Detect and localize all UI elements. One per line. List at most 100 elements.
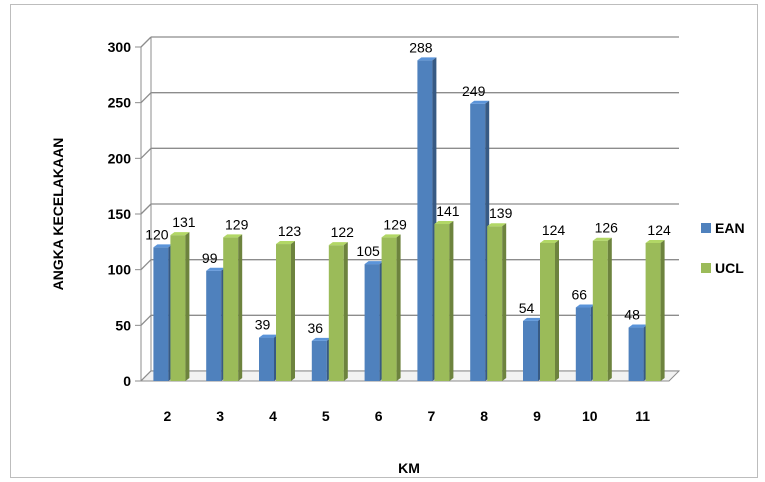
bar-top — [153, 244, 173, 248]
y-tick-label: 50 — [115, 317, 131, 333]
data-label-ean: 66 — [572, 287, 588, 303]
x-axis-title: KM — [398, 460, 420, 476]
data-label-ean: 105 — [356, 243, 380, 259]
bar-ean-8 — [470, 100, 490, 381]
data-label-ean: 48 — [624, 307, 640, 323]
bar-front — [540, 242, 555, 381]
data-label-ucl: 141 — [436, 203, 460, 219]
y-tick-label: 150 — [108, 206, 132, 222]
bar-ucl-2 — [170, 232, 190, 381]
y-tick-label: 0 — [123, 373, 131, 389]
legend-item-ucl: UCL — [701, 260, 744, 276]
bar-top — [470, 100, 490, 104]
legend-swatch — [701, 263, 711, 273]
data-label-ucl: 129 — [383, 216, 407, 232]
bar-ucl-6 — [381, 234, 401, 381]
bar-top — [328, 242, 348, 246]
bar-top — [417, 57, 437, 61]
bar-top — [223, 234, 243, 238]
bar-front — [523, 320, 538, 381]
x-tick-label: 2 — [164, 408, 172, 424]
data-label-ucl: 124 — [647, 222, 671, 238]
bar-side — [660, 239, 665, 381]
gridline-side — [140, 203, 152, 215]
bar-top — [170, 232, 190, 236]
bar-front — [470, 103, 486, 381]
gridline-side — [140, 147, 152, 159]
bar-front — [328, 245, 344, 381]
x-tick-label: 4 — [269, 408, 277, 424]
bar-top — [575, 304, 595, 308]
legend-item-ean: EAN — [701, 220, 745, 236]
bar-ucl-8 — [487, 223, 507, 381]
bar-top — [523, 317, 542, 321]
data-label-ucl: 124 — [542, 222, 566, 238]
bar-ucl-11 — [645, 239, 665, 381]
y-axis-title: ANGKA KECELAKAAN — [50, 138, 66, 291]
bar-front — [259, 337, 274, 381]
bar-front — [223, 237, 239, 381]
data-label-ucl: 123 — [278, 223, 302, 239]
bar-top — [540, 239, 559, 243]
bar-side — [502, 223, 507, 381]
bars — [153, 57, 665, 382]
bar-front — [434, 224, 450, 381]
bar-ucl-5 — [328, 242, 348, 381]
bar-side — [555, 239, 559, 381]
bar-front — [628, 327, 644, 381]
x-tick-label: 5 — [322, 408, 330, 424]
x-tick-labels: 2 3 4 5 6 7 8 9 10 11 — [164, 408, 651, 424]
data-label-ean: 120 — [145, 226, 169, 242]
y-tick-label: 200 — [108, 150, 132, 166]
bar-front — [487, 226, 503, 381]
bar-front — [575, 307, 591, 381]
x-tick-label: 10 — [582, 408, 598, 424]
gridline-side — [140, 259, 152, 271]
bar-ean-6 — [364, 261, 384, 381]
bar-side — [238, 234, 243, 381]
bar-side — [291, 241, 295, 381]
x-tick-label: 6 — [375, 408, 383, 424]
data-label-ean: 39 — [255, 317, 271, 333]
bar-front — [311, 340, 327, 381]
bar-top — [259, 334, 278, 338]
legend-swatch — [701, 223, 711, 233]
bar-side — [396, 234, 401, 381]
bar-front — [364, 264, 380, 381]
bar-ucl-10 — [592, 237, 612, 381]
bar-side — [343, 242, 348, 381]
bar-front — [381, 237, 397, 381]
bar-ucl-7 — [434, 221, 454, 381]
bar-front — [592, 240, 608, 381]
data-label-ucl: 131 — [172, 214, 196, 230]
gridline-side — [140, 314, 152, 326]
bar-side — [607, 237, 612, 381]
bar-ean-4 — [259, 334, 278, 381]
bar-top — [364, 261, 384, 265]
data-label-ucl: 126 — [595, 220, 619, 236]
bar-ean-10 — [575, 304, 595, 381]
bar-side — [185, 232, 190, 381]
bar-ean-5 — [311, 337, 331, 381]
gridline-side — [140, 36, 152, 48]
bar-front — [276, 244, 291, 381]
bar-ean-11 — [628, 324, 648, 381]
bar-top — [276, 241, 295, 245]
bar-ean-3 — [206, 267, 226, 381]
x-tick-label: 7 — [428, 408, 436, 424]
bar-top — [628, 324, 648, 328]
data-label-ean: 99 — [202, 250, 218, 266]
bar-ucl-4 — [276, 241, 295, 381]
bar-ean-9 — [523, 317, 542, 381]
legend-label: EAN — [715, 220, 745, 236]
data-label-ean: 249 — [462, 83, 486, 99]
bar-front — [170, 235, 186, 381]
bar-top — [381, 234, 401, 238]
bar-front — [645, 242, 661, 381]
x-tick-label: 11 — [635, 408, 650, 424]
bar-top — [487, 223, 507, 227]
chart-frame: 0 50 100 150 200 250 300 120 131 99 129 39 123 36 122… — [10, 4, 758, 478]
data-label-ean: 36 — [308, 320, 324, 336]
bar-front — [417, 60, 433, 382]
